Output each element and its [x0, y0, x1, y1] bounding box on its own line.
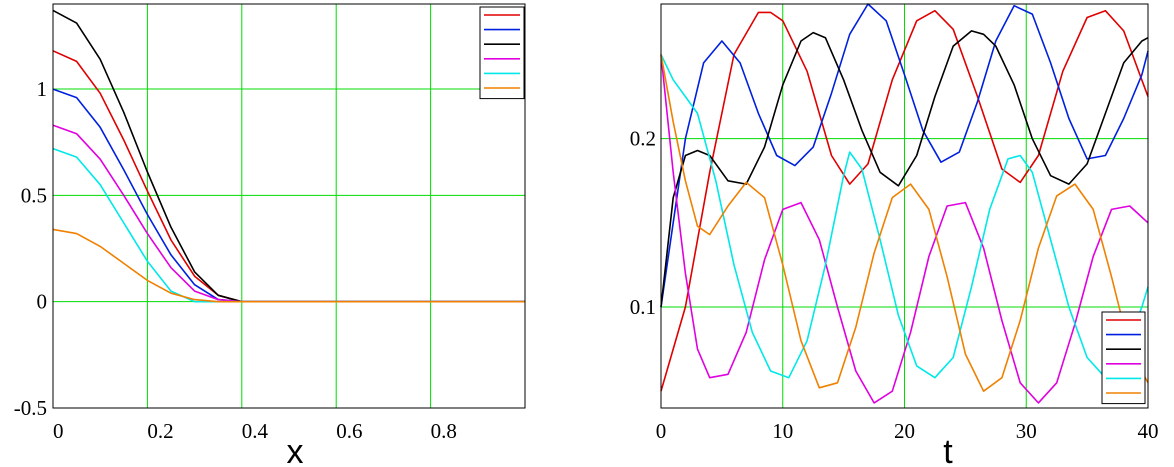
chart-panel-time-series: 0 10 20 30 40 0.2 0.1 t	[630, 3, 1159, 467]
x-tick-label: 0.6	[336, 419, 362, 443]
series-line-2	[660, 3, 1149, 308]
y-tick-label: 0	[37, 290, 48, 314]
legend-box	[479, 6, 525, 100]
series-line-6	[660, 54, 1149, 393]
x-tick-label: 30	[1016, 419, 1037, 443]
y-tick-label: 0.2	[630, 127, 656, 151]
series-line-1	[660, 9, 1149, 392]
x-tick-label: 0.8	[431, 419, 457, 443]
y-tick-label: 0.1	[630, 295, 656, 319]
legend-box	[1101, 311, 1146, 405]
x-tick-label: 40	[1138, 419, 1159, 443]
y-tick-label: 0.5	[21, 183, 47, 207]
x-axis-title: x	[287, 433, 304, 467]
y-tick-label: 1	[37, 77, 48, 101]
series-line-5	[660, 54, 1149, 379]
x-tick-label: 10	[772, 419, 793, 443]
axes-frame	[52, 3, 526, 409]
plot-area	[53, 4, 525, 408]
x-tick-label: 20	[894, 419, 915, 443]
x-tick-label: 0	[53, 419, 64, 443]
y-tick-label: -0.5	[14, 396, 47, 420]
x-axis-title: t	[943, 433, 953, 467]
series-line-6	[52, 228, 525, 303]
x-tick-label: 0.2	[147, 419, 173, 443]
x-tick-label: 0.4	[242, 419, 269, 443]
series-line-3	[660, 30, 1149, 308]
axes-frame	[660, 3, 1149, 409]
chart-panel-profiles: 0 0.2 0.4 0.6 0.810.50-0.5x	[14, 3, 526, 467]
series-line-4	[660, 54, 1149, 404]
x-tick-label: 0	[656, 419, 667, 443]
